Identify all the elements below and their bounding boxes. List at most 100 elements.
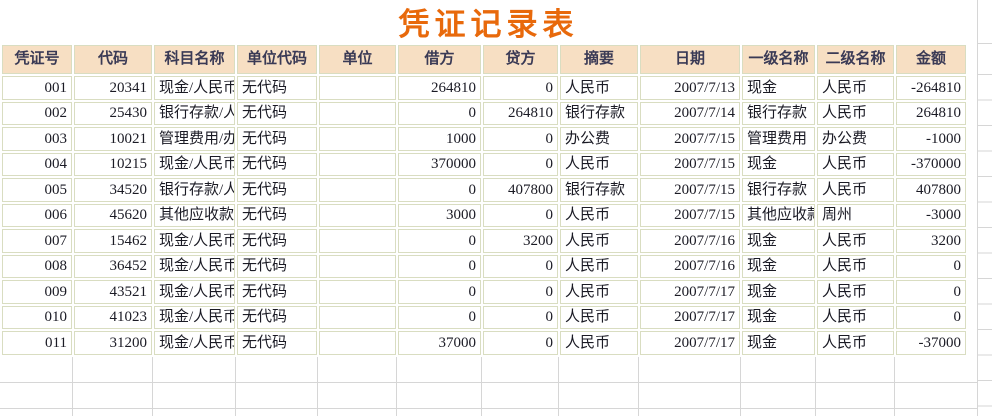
column-header-credit[interactable]: 贷方 — [483, 45, 558, 74]
cell-unit[interactable] — [319, 280, 396, 304]
cell-unit-code[interactable]: 无代码 — [237, 203, 317, 227]
cell-subject-name[interactable]: 现金/人民币 — [154, 280, 235, 304]
cell-voucher-no[interactable]: 008 — [2, 254, 72, 278]
cell-unit[interactable] — [319, 331, 396, 355]
cell-debit[interactable]: 0 — [398, 178, 481, 202]
cell-level2-name[interactable]: 人民币 — [817, 101, 894, 125]
cell-unit[interactable] — [319, 178, 396, 202]
cell-date[interactable]: 2007/7/16 — [640, 254, 740, 278]
cell-summary[interactable]: 人民币 — [560, 203, 638, 227]
cell-unit-code[interactable]: 无代码 — [237, 152, 317, 176]
cell-date[interactable]: 2007/7/15 — [640, 152, 740, 176]
cell-summary[interactable]: 人民币 — [560, 76, 638, 100]
cell-level1-name[interactable]: 现金 — [742, 229, 815, 253]
cell-debit[interactable]: 0 — [398, 229, 481, 253]
cell-level1-name[interactable]: 银行存款 — [742, 178, 815, 202]
column-header-summary[interactable]: 摘要 — [560, 45, 638, 74]
cell-subject-name[interactable]: 现金/人民币 — [154, 152, 235, 176]
cell-level2-name[interactable]: 人民币 — [817, 305, 894, 329]
cell-voucher-no[interactable]: 004 — [2, 152, 72, 176]
cell-voucher-no[interactable]: 001 — [2, 76, 72, 100]
cell-unit-code[interactable]: 无代码 — [237, 254, 317, 278]
cell-credit[interactable]: 0 — [483, 127, 558, 151]
cell-code[interactable]: 43521 — [74, 280, 152, 304]
cell-amount[interactable]: 0 — [896, 254, 966, 278]
cell-level1-name[interactable]: 其他应收款 — [742, 203, 815, 227]
column-header-unit-code[interactable]: 单位代码 — [237, 45, 317, 74]
cell-unit[interactable] — [319, 101, 396, 125]
cell-credit[interactable]: 0 — [483, 76, 558, 100]
cell-code[interactable]: 36452 — [74, 254, 152, 278]
cell-unit[interactable] — [319, 203, 396, 227]
cell-voucher-no[interactable]: 009 — [2, 280, 72, 304]
cell-unit[interactable] — [319, 305, 396, 329]
cell-debit[interactable]: 37000 — [398, 331, 481, 355]
cell-summary[interactable]: 人民币 — [560, 254, 638, 278]
cell-level2-name[interactable]: 人民币 — [817, 178, 894, 202]
column-header-level1-name[interactable]: 一级名称 — [742, 45, 815, 74]
cell-code[interactable]: 20341 — [74, 76, 152, 100]
cell-unit[interactable] — [319, 152, 396, 176]
cell-unit-code[interactable]: 无代码 — [237, 305, 317, 329]
cell-summary[interactable]: 银行存款 — [560, 101, 638, 125]
cell-debit[interactable]: 264810 — [398, 76, 481, 100]
cell-level2-name[interactable]: 人民币 — [817, 331, 894, 355]
cell-level1-name[interactable]: 现金 — [742, 305, 815, 329]
cell-amount[interactable]: -3000 — [896, 203, 966, 227]
cell-code[interactable]: 31200 — [74, 331, 152, 355]
cell-unit-code[interactable]: 无代码 — [237, 229, 317, 253]
cell-debit[interactable]: 0 — [398, 254, 481, 278]
cell-debit[interactable]: 370000 — [398, 152, 481, 176]
cell-date[interactable]: 2007/7/14 — [640, 101, 740, 125]
cell-debit[interactable]: 1000 — [398, 127, 481, 151]
cell-code[interactable]: 41023 — [74, 305, 152, 329]
cell-date[interactable]: 2007/7/16 — [640, 229, 740, 253]
cell-level2-name[interactable]: 人民币 — [817, 152, 894, 176]
cell-level1-name[interactable]: 现金 — [742, 76, 815, 100]
cell-voucher-no[interactable]: 003 — [2, 127, 72, 151]
cell-date[interactable]: 2007/7/15 — [640, 203, 740, 227]
cell-credit[interactable]: 0 — [483, 152, 558, 176]
cell-level1-name[interactable]: 银行存款 — [742, 101, 815, 125]
cell-summary[interactable]: 人民币 — [560, 331, 638, 355]
cell-voucher-no[interactable]: 007 — [2, 229, 72, 253]
cell-date[interactable]: 2007/7/13 — [640, 76, 740, 100]
cell-level2-name[interactable]: 人民币 — [817, 76, 894, 100]
cell-level2-name[interactable]: 周州 — [817, 203, 894, 227]
cell-credit[interactable]: 0 — [483, 254, 558, 278]
cell-amount[interactable]: -1000 — [896, 127, 966, 151]
cell-subject-name[interactable]: 现金/人民币 — [154, 254, 235, 278]
cell-amount[interactable]: 264810 — [896, 101, 966, 125]
cell-subject-name[interactable]: 其他应收款/周州 — [154, 203, 235, 227]
cell-subject-name[interactable]: 现金/人民币 — [154, 331, 235, 355]
column-header-level2-name[interactable]: 二级名称 — [817, 45, 894, 74]
cell-code[interactable]: 34520 — [74, 178, 152, 202]
cell-debit[interactable]: 0 — [398, 101, 481, 125]
cell-credit[interactable]: 407800 — [483, 178, 558, 202]
cell-voucher-no[interactable]: 005 — [2, 178, 72, 202]
cell-voucher-no[interactable]: 006 — [2, 203, 72, 227]
cell-amount[interactable]: -37000 — [896, 331, 966, 355]
cell-subject-name[interactable]: 银行存款/人民币 — [154, 178, 235, 202]
cell-summary[interactable]: 人民币 — [560, 152, 638, 176]
column-header-subject-name[interactable]: 科目名称 — [154, 45, 235, 74]
column-header-code[interactable]: 代码 — [74, 45, 152, 74]
cell-voucher-no[interactable]: 010 — [2, 305, 72, 329]
cell-unit[interactable] — [319, 76, 396, 100]
cell-code[interactable]: 15462 — [74, 229, 152, 253]
column-header-amount[interactable]: 金额 — [896, 45, 966, 74]
cell-unit-code[interactable]: 无代码 — [237, 127, 317, 151]
cell-credit[interactable]: 3200 — [483, 229, 558, 253]
column-header-date[interactable]: 日期 — [640, 45, 740, 74]
cell-level2-name[interactable]: 人民币 — [817, 229, 894, 253]
cell-summary[interactable]: 人民币 — [560, 229, 638, 253]
cell-credit[interactable]: 0 — [483, 331, 558, 355]
column-header-debit[interactable]: 借方 — [398, 45, 481, 74]
cell-summary[interactable]: 银行存款 — [560, 178, 638, 202]
cell-credit[interactable]: 0 — [483, 280, 558, 304]
cell-code[interactable]: 10215 — [74, 152, 152, 176]
cell-level2-name[interactable]: 办公费 — [817, 127, 894, 151]
cell-subject-name[interactable]: 管理费用/办公费 — [154, 127, 235, 151]
cell-debit[interactable]: 0 — [398, 305, 481, 329]
cell-amount[interactable]: -370000 — [896, 152, 966, 176]
